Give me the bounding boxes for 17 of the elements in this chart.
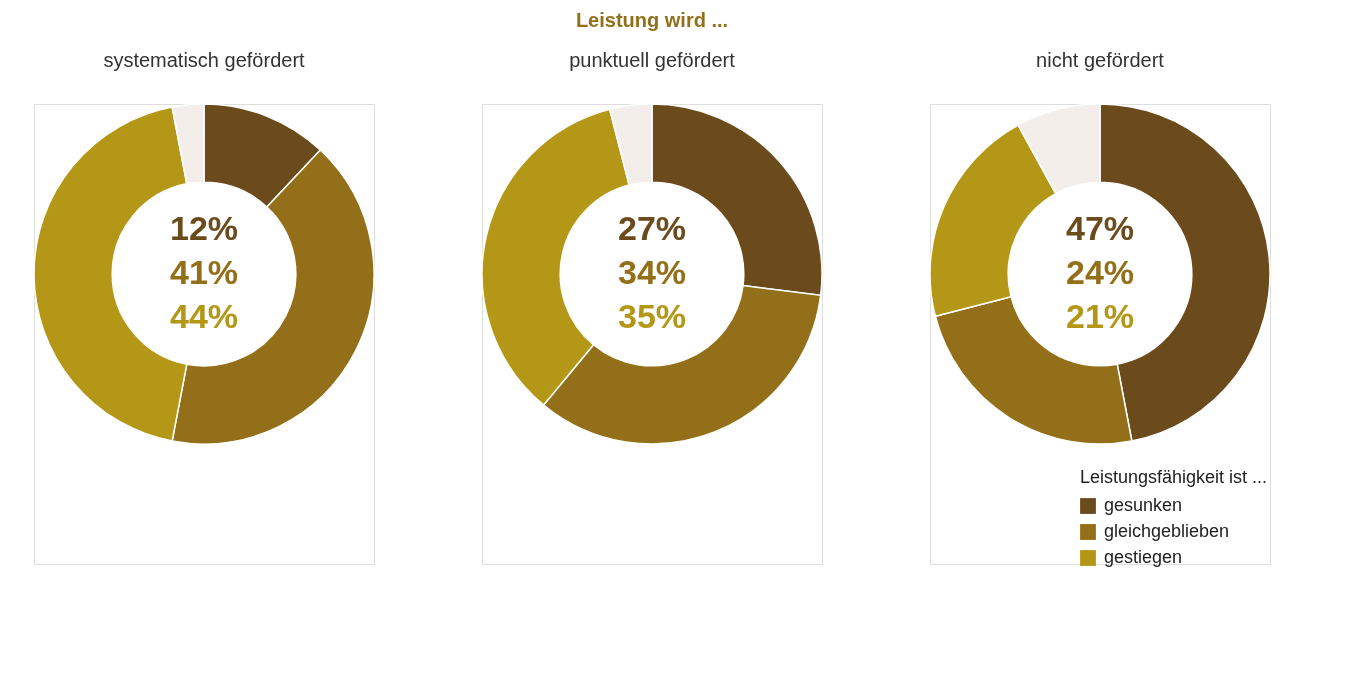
text: 21% bbox=[1065, 297, 1135, 335]
text: 35% bbox=[617, 297, 687, 335]
text: 24% bbox=[1065, 253, 1135, 291]
legend-label: gleichgeblieben bbox=[1104, 521, 1230, 541]
chart-title: Leistung wird ... bbox=[575, 8, 729, 31]
chart-subtitle: punktuell gefördert bbox=[569, 49, 736, 71]
legend-label: gesunken bbox=[1104, 495, 1183, 515]
text: 41% bbox=[169, 253, 239, 291]
text: 47% bbox=[1065, 209, 1135, 247]
text: 44% bbox=[169, 297, 239, 335]
text: 12% bbox=[169, 209, 239, 247]
legend-label: gestiegen bbox=[1104, 547, 1183, 567]
text: 27% bbox=[617, 209, 687, 247]
text: 34% bbox=[617, 253, 687, 291]
chart-subtitle: systematisch gefördert bbox=[103, 49, 306, 71]
legend-title: Leistungsfähigkeit ist ... bbox=[1080, 467, 1268, 487]
chart-subtitle: nicht gefördert bbox=[1036, 49, 1165, 71]
